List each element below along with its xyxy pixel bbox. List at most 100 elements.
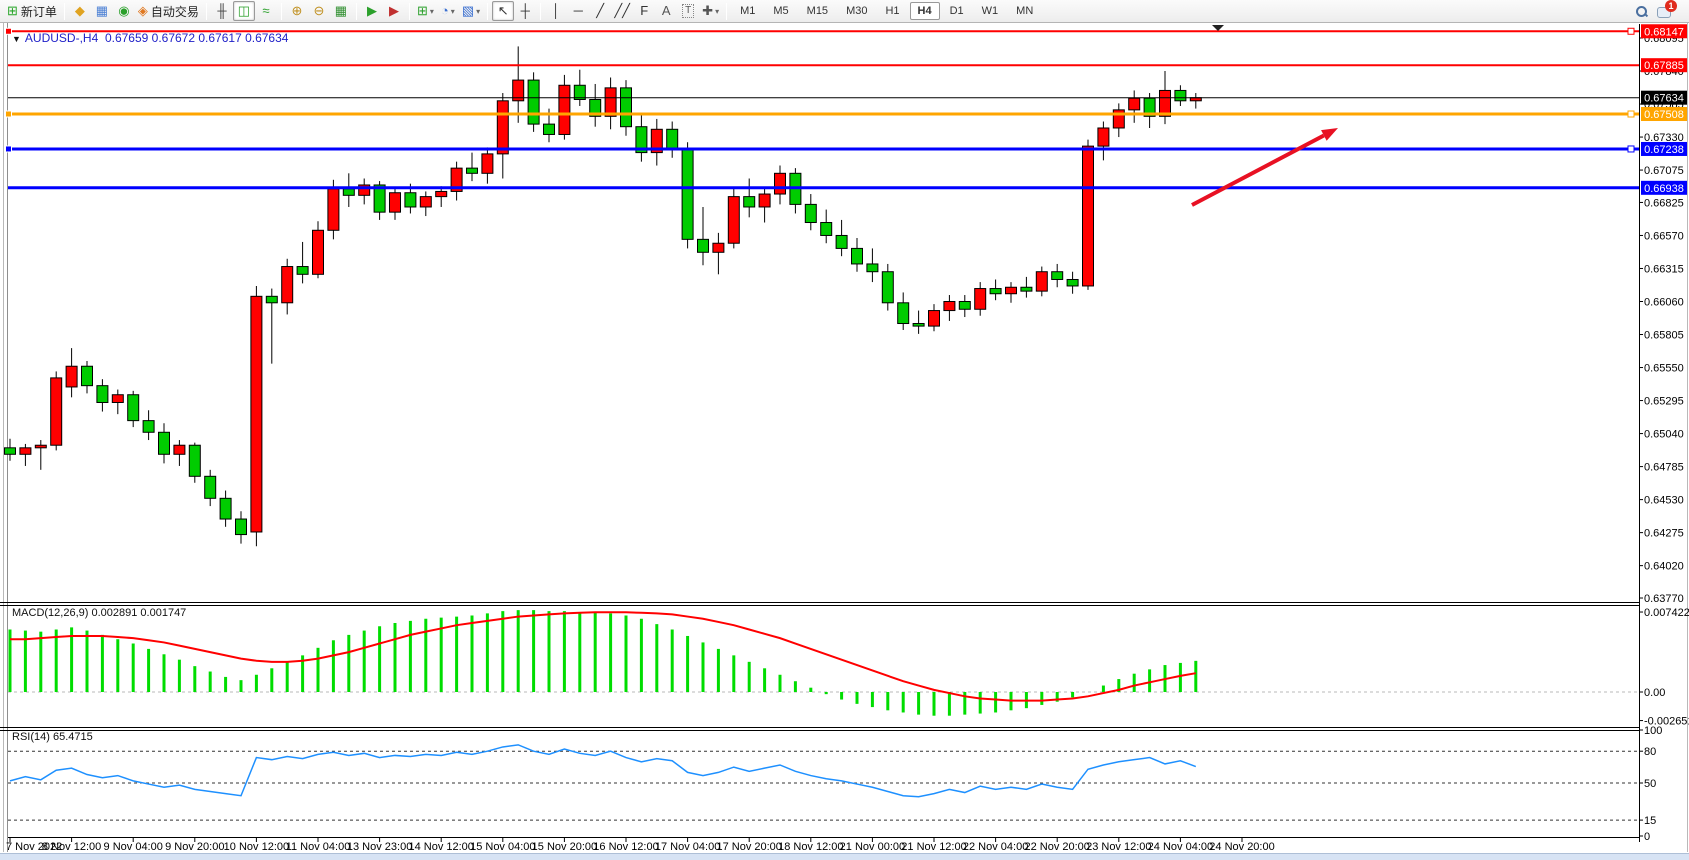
candle	[96, 385, 109, 403]
toolbar-separator	[540, 2, 542, 20]
search-icon[interactable]	[1636, 5, 1647, 17]
timeframe-m1[interactable]: M1	[740, 5, 756, 17]
chart-shift-marker[interactable]	[1212, 25, 1224, 31]
zoom-in-button[interactable]: ⊕	[286, 1, 308, 21]
chat-button[interactable]: 1	[1657, 0, 1677, 19]
time-label: 17 Nov 04:00	[655, 841, 720, 853]
candle	[820, 222, 833, 236]
price-tick-label: 0.65805	[1644, 330, 1684, 342]
candle	[373, 184, 386, 213]
candle	[1082, 145, 1094, 287]
toolbar-separator	[63, 2, 65, 20]
market-watch-button[interactable]: ▦	[91, 1, 113, 21]
candle	[727, 196, 740, 244]
timeframe-d1[interactable]: D1	[949, 5, 964, 17]
indicators-button[interactable]: ⊞ ▾	[414, 1, 437, 21]
line-handle[interactable]	[1627, 145, 1635, 153]
channel-button[interactable]: ╱╱	[611, 1, 633, 21]
time-label: 18 Nov 12:00	[778, 841, 843, 853]
text-button[interactable]: A	[655, 1, 677, 21]
toolbar-separator	[280, 2, 282, 20]
line-chart-button[interactable]: ≈	[255, 1, 277, 21]
chevron-down-icon: ▾	[450, 6, 455, 16]
vline-button[interactable]: │	[545, 1, 567, 21]
crosshair-button[interactable]: ┼	[514, 1, 536, 21]
candle	[512, 79, 525, 102]
candlestick-chart-button[interactable]: ◫	[232, 1, 255, 21]
clock-icon: ◔	[440, 3, 449, 18]
time-label: 16 Nov 12:00	[593, 841, 658, 853]
price-badge-label: 0.67885	[1644, 60, 1684, 72]
hline-button[interactable]: ─	[567, 1, 589, 21]
time-label: 15 Nov 20:00	[532, 841, 597, 853]
candle	[173, 444, 186, 455]
candle	[1066, 278, 1079, 287]
text-label-button[interactable]: T	[677, 1, 699, 21]
zoom-out-button[interactable]: ⊖	[308, 1, 330, 21]
toolbar-separator	[408, 2, 410, 20]
fibonacci-button[interactable]: F	[633, 1, 655, 21]
line-handle[interactable]	[1627, 110, 1635, 118]
candle	[774, 172, 786, 195]
candle	[866, 263, 879, 273]
candle	[851, 247, 863, 265]
price-tick-label: 0.66570	[1644, 230, 1684, 242]
timeframe-m5[interactable]: M5	[773, 5, 789, 17]
chart-menu-icon[interactable]: ▼	[12, 34, 21, 44]
time-label: 7 Nov 2022	[6, 841, 62, 853]
candle	[327, 188, 340, 231]
bar-chart-button[interactable]: ╫	[211, 1, 233, 21]
candle	[219, 497, 232, 520]
zoom-out-icon: ⊖	[313, 3, 325, 18]
new-order-button[interactable]: ⊞ 新订单	[4, 1, 60, 21]
price-badge	[1641, 90, 1687, 105]
price-badge-label: 0.66938	[1644, 183, 1684, 195]
trend-arrow[interactable]	[1191, 133, 1325, 207]
candle	[912, 323, 925, 327]
rsi-tick-label: 50	[1644, 778, 1656, 790]
toolbar-separator	[726, 2, 728, 20]
macd-signal-line	[10, 611, 1196, 702]
trendline-icon: ╱	[596, 3, 605, 18]
timeframe-mn[interactable]: MN	[1016, 5, 1034, 17]
timeframe-h4[interactable]: H4	[909, 2, 940, 20]
autotrading-button[interactable]: ◈ 自动交易	[135, 1, 202, 21]
notification-badge: 1	[1665, 0, 1677, 12]
line-handle[interactable]	[5, 145, 12, 153]
timeframe-h1[interactable]: H1	[885, 5, 900, 17]
time-label: 10 Nov 12:00	[224, 841, 289, 853]
auto-scroll-icon: ▶	[366, 3, 377, 18]
cursor-button[interactable]: ↖	[492, 1, 515, 21]
toolbar-separator	[205, 2, 207, 20]
candle	[804, 203, 817, 224]
navigator-button[interactable]: ◉	[113, 1, 135, 21]
timeframe-w1[interactable]: W1	[981, 5, 999, 17]
price-tick-label: 0.65295	[1644, 396, 1684, 408]
price-tick-label: 0.66315	[1644, 263, 1684, 275]
line-handle[interactable]	[5, 27, 12, 35]
auto-scroll-button[interactable]: ▶	[361, 1, 383, 21]
periods-button[interactable]: ◔ ▾	[437, 1, 459, 21]
candle	[188, 444, 201, 477]
line-handle[interactable]	[1627, 27, 1635, 35]
line-handle[interactable]	[5, 110, 12, 118]
candle	[450, 167, 463, 192]
horizontal-line-icon: ─	[573, 3, 583, 18]
trendline-button[interactable]: ╱	[589, 1, 611, 21]
trend-arrow-head[interactable]	[1321, 128, 1338, 141]
templates-button[interactable]: ▧ ▾	[459, 1, 483, 21]
timeframe-m15[interactable]: M15	[806, 5, 829, 17]
chart-wizard-button[interactable]: ◆	[69, 1, 91, 21]
new-order-icon: ⊞	[7, 3, 18, 18]
timeframe-m30[interactable]: M30	[846, 5, 868, 17]
time-label: 13 Nov 23:00	[347, 841, 412, 853]
macd-pane-label: MACD(12,26,9) 0.002891 0.001747	[12, 607, 186, 619]
arrows-button[interactable]: ✚ ▾	[699, 1, 722, 21]
candle	[604, 87, 617, 117]
chart-shift-button[interactable]: ▶	[383, 1, 405, 21]
rsi-current-value: 65.4715	[52, 731, 93, 743]
chart-symbol-title: ▼ AUDUSD-,H4 0.67659 0.67672 0.67617 0.67…	[12, 31, 288, 45]
price-badge	[1641, 24, 1687, 39]
tile-windows-button[interactable]: ▦	[330, 1, 352, 21]
